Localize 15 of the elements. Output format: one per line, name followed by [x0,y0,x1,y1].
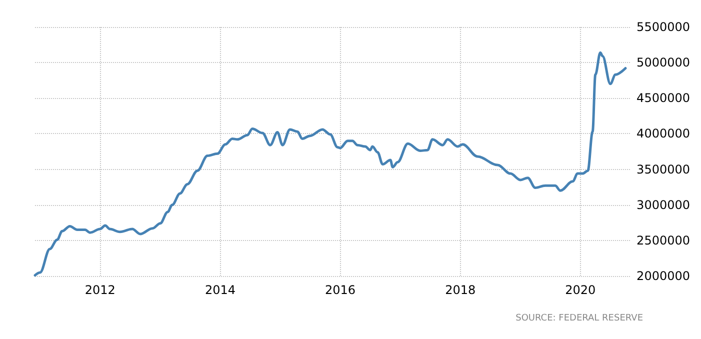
y-tick-label: 4500000 [636,91,690,106]
x-tick-label: 2012 [84,283,116,297]
line-series [34,51,627,277]
source-note: SOURCE: FEDERAL RESERVE [516,314,644,324]
y-tick-label: 2500000 [636,233,690,248]
y-tick-label: 3000000 [636,198,690,212]
x-tick-label: 2016 [324,283,356,297]
x-tick-label: 2018 [445,283,476,297]
y-tick-label: 4000000 [636,126,690,141]
x-tick-label: 2020 [565,283,596,297]
y-tick-label: 5500000 [636,20,690,34]
y-tick-label: 2000000 [636,269,690,283]
x-tick-label: 2014 [204,283,236,297]
y-tick-label: 5000000 [636,56,690,70]
y-tick-label: 3500000 [636,162,690,176]
